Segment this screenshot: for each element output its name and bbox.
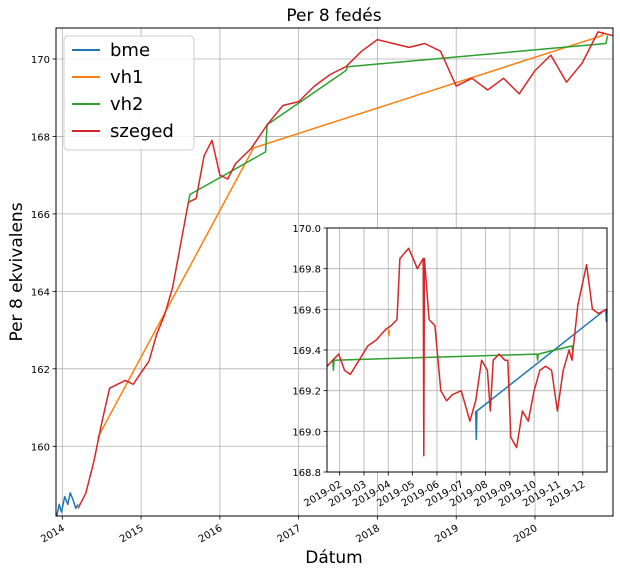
inset-y-axis: 168.8 169.0 169.2 169.4 169.6 169.8 170.0 [292, 224, 327, 479]
main-x-tick-label: 2020 [512, 523, 540, 545]
main-x-tick-label: 2018 [354, 523, 382, 545]
inset-grid [327, 227, 607, 473]
main-y-tick-label: 160 [31, 442, 50, 453]
legend: bme vh1 vh2 szeged [63, 35, 195, 151]
legend-label-vh1: vh1 [110, 67, 144, 88]
legend-label-bme: bme [110, 40, 150, 61]
series-line-vh1 [387, 329, 391, 337]
main-x-tick-label: 2017 [276, 523, 304, 545]
main-x-tick-label: 2019 [433, 523, 461, 545]
y-axis-label: Per 8 ekvivalens [7, 202, 27, 341]
series-line-szeged [77, 31, 614, 509]
legend-label-vh2: vh2 [110, 94, 144, 115]
main-y-tick-label: 166 [31, 210, 50, 221]
inset-y-tick-label: 168.8 [292, 468, 321, 479]
series-line-szeged [326, 247, 608, 457]
inset-y-tick-label: 169.4 [292, 346, 321, 357]
main-plot-frame [55, 27, 614, 517]
inset-y-tick-label: 169.0 [292, 427, 321, 438]
inset-plot-area: 2019-022019-032019-042019-052019-062019-… [292, 224, 608, 509]
inset-y-tick-label: 169.2 [292, 387, 321, 398]
series-line-bme [56, 492, 79, 517]
main-x-tick-label: 2014 [39, 523, 67, 545]
series-line-vh2 [187, 35, 609, 203]
x-axis-label: Dátum [305, 548, 363, 568]
main-x-axis: 2014 2015 2016 2017 2018 2019 2020 [39, 516, 540, 545]
main-y-tick-label: 162 [31, 365, 50, 376]
main-series-lines [56, 31, 614, 517]
main-x-tick-label: 2015 [118, 523, 146, 545]
chart-title: Per 8 fedés [286, 6, 381, 26]
inset-y-tick-label: 169.6 [292, 305, 321, 316]
main-y-tick-label: 168 [31, 132, 50, 143]
series-line-vh2 [332, 345, 574, 372]
legend-box [63, 35, 195, 151]
main-y-tick-label: 164 [31, 287, 50, 298]
main-y-axis: 160 162 164 166 168 170 [31, 55, 56, 453]
inset-y-tick-label: 170.0 [292, 224, 321, 235]
legend-label-szeged: szeged [110, 121, 174, 142]
inset-y-tick-label: 169.8 [292, 265, 321, 276]
main-x-tick-label: 2016 [197, 523, 225, 545]
main-y-tick-label: 170 [31, 55, 50, 66]
